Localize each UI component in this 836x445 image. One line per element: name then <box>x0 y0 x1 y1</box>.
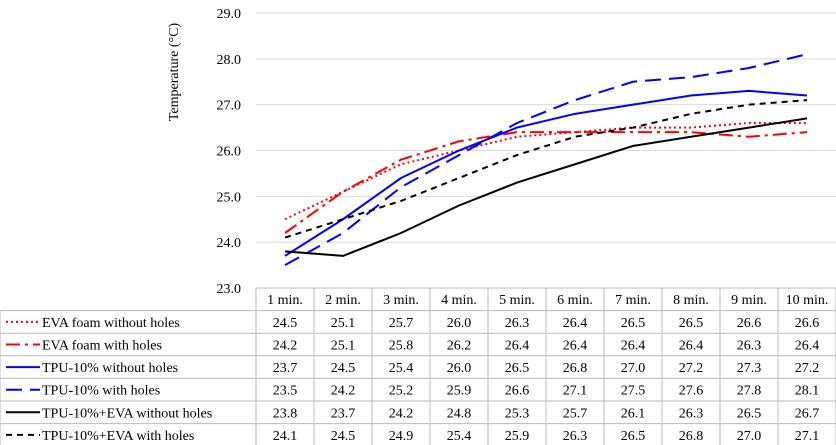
data-value-label: 25.4 <box>447 429 472 444</box>
data-value-label: 26.8 <box>563 361 588 376</box>
data-value-label: 25.9 <box>505 429 530 444</box>
x-category-label: 2 min. <box>325 293 361 308</box>
data-value-label: 27.8 <box>737 384 762 399</box>
data-value-label: 26.1 <box>621 406 646 421</box>
x-category-label: 7 min. <box>615 293 651 308</box>
legend-entry-2: EVA foam with holes <box>42 339 162 354</box>
x-category-label: 4 min. <box>441 293 477 308</box>
data-value-label: 24.2 <box>389 406 414 421</box>
data-value-label: 24.5 <box>273 316 298 331</box>
legend-entry-3: TPU-10% without holes <box>42 361 178 376</box>
data-value-label: 26.2 <box>447 339 472 354</box>
data-value-label: 25.4 <box>389 361 414 376</box>
series-lines <box>284 53 808 266</box>
data-value-label: 26.7 <box>795 406 820 421</box>
data-value-label: 28.1 <box>795 384 820 399</box>
data-value-label: 26.6 <box>795 316 820 331</box>
data-value-label: 27.0 <box>621 361 646 376</box>
data-value-label: 23.8 <box>273 406 298 421</box>
data-value-label: 25.9 <box>447 384 472 399</box>
data-value-label: 26.3 <box>505 316 530 331</box>
legend-entry-5: TPU-10%+EVA without holes <box>42 406 212 421</box>
y-tick-label: 29.0 <box>217 7 242 22</box>
data-value-label: 25.1 <box>331 316 356 331</box>
data-value-label: 26.4 <box>621 339 646 354</box>
data-value-label: 26.4 <box>679 339 704 354</box>
data-value-label: 26.4 <box>563 316 588 331</box>
data-value-label: 26.3 <box>737 339 762 354</box>
data-value-label: 27.6 <box>679 384 704 399</box>
legend-entry-1: EVA foam without holes <box>42 316 180 331</box>
y-tick-label: 23.0 <box>217 282 242 297</box>
data-value-label: 26.6 <box>737 316 762 331</box>
series-line-3 <box>284 89 808 257</box>
data-value-label: 27.1 <box>795 429 820 444</box>
data-value-label: 26.3 <box>563 429 588 444</box>
data-value-label: 25.8 <box>389 339 414 354</box>
data-value-label: 24.5 <box>331 361 356 376</box>
data-value-label: 26.8 <box>679 429 704 444</box>
legend-entry-6: TPU-10%+EVA with holes <box>42 429 194 444</box>
data-value-label: 24.5 <box>331 429 356 444</box>
data-value-label: 26.5 <box>505 361 530 376</box>
x-category-label: 5 min. <box>499 293 535 308</box>
data-value-label: 25.1 <box>331 339 356 354</box>
data-value-label: 26.5 <box>737 406 762 421</box>
series-line-1 <box>284 122 807 221</box>
data-value-label: 24.8 <box>447 406 472 421</box>
data-value-label: 24.2 <box>331 384 356 399</box>
x-category-label: 8 min. <box>673 293 709 308</box>
data-value-label: 23.7 <box>331 406 356 421</box>
x-category-label: 10 min. <box>786 293 829 308</box>
data-value-label: 27.0 <box>737 429 762 444</box>
data-value-label: 27.1 <box>563 384 588 399</box>
data-value-label: 27.3 <box>737 361 762 376</box>
data-value-label: 26.5 <box>621 316 646 331</box>
y-tick-label: 24.0 <box>217 236 242 251</box>
y-tick-label: 28.0 <box>217 53 242 68</box>
legend-entry-4: TPU-10% with holes <box>42 384 160 399</box>
y-tick-label: 25.0 <box>217 190 242 205</box>
data-value-label: 26.5 <box>621 429 646 444</box>
data-value-label: 23.7 <box>273 361 298 376</box>
grid-lines <box>256 12 836 289</box>
data-value-label: 27.2 <box>679 361 704 376</box>
data-value-label: 26.5 <box>679 316 704 331</box>
y-tick-label: 27.0 <box>217 99 242 114</box>
series-line-4 <box>284 53 808 266</box>
x-category-label: 9 min. <box>731 293 767 308</box>
data-value-label: 23.5 <box>273 384 298 399</box>
series-line-2 <box>284 131 808 234</box>
data-value-label: 26.0 <box>447 316 472 331</box>
data-value-label: 26.6 <box>505 384 530 399</box>
series-line-5 <box>284 117 808 257</box>
data-table: 1 min. 2 min. 3 min. 4 min. 5 min. 6 min. 7 mi… <box>0 288 836 445</box>
y-axis-label: Temperature (°C) <box>167 23 182 122</box>
data-value-label: 24.2 <box>273 339 298 354</box>
x-category-label: 3 min. <box>383 293 419 308</box>
series-line-6 <box>284 99 808 239</box>
data-value-label: 25.3 <box>505 406 530 421</box>
data-value-label: 25.7 <box>563 406 588 421</box>
data-value-label: 26.3 <box>679 406 704 421</box>
x-category-label: 1 min. <box>267 293 303 308</box>
y-tick-label: 26.0 <box>217 145 242 160</box>
data-value-label: 26.0 <box>447 361 472 376</box>
data-value-label: 26.4 <box>795 339 820 354</box>
data-value-label: 25.2 <box>389 384 414 399</box>
data-value-label: 27.5 <box>621 384 646 399</box>
data-value-label: 27.2 <box>795 361 820 376</box>
data-value-label: 25.7 <box>389 316 414 331</box>
x-category-label: 6 min. <box>557 293 593 308</box>
data-value-label: 26.4 <box>563 339 588 354</box>
y-axis: 23.0 24.0 25.0 26.0 27.0 28.0 29.0 <box>217 7 242 297</box>
data-value-label: 24.9 <box>389 429 414 444</box>
data-value-label: 24.1 <box>273 429 298 444</box>
data-value-label: 26.4 <box>505 339 530 354</box>
